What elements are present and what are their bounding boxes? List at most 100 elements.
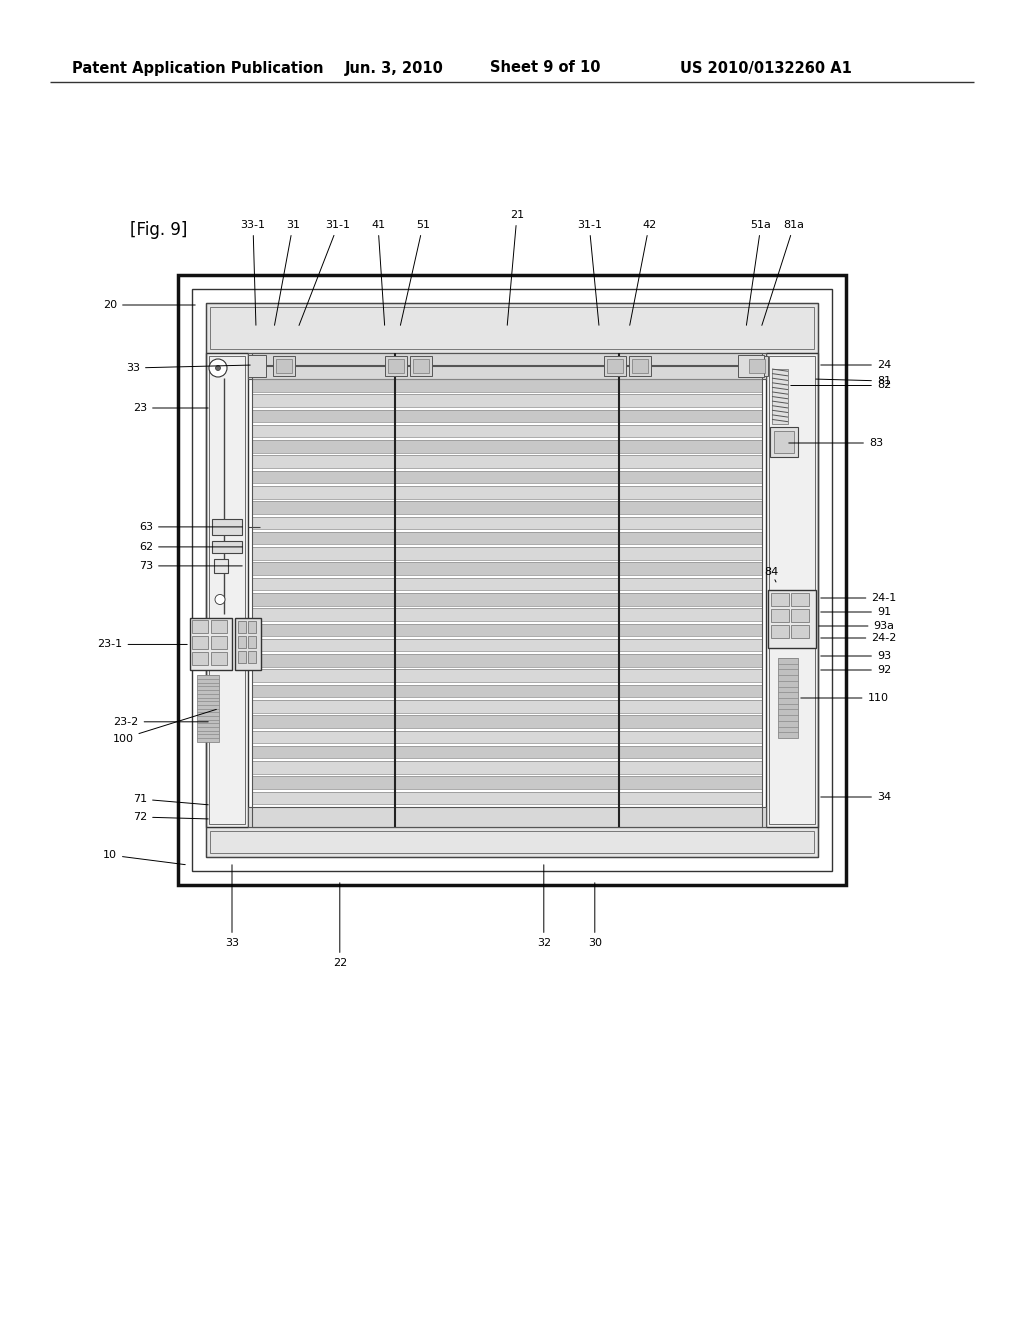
Bar <box>738 355 764 378</box>
Circle shape <box>215 366 220 371</box>
Bar <box>276 359 292 374</box>
Bar <box>211 652 227 665</box>
Bar <box>604 356 627 376</box>
Bar <box>771 624 790 638</box>
Text: 31: 31 <box>274 220 300 325</box>
Bar <box>252 715 762 727</box>
Bar <box>252 440 762 453</box>
Bar <box>252 548 762 560</box>
Bar <box>238 636 246 648</box>
Bar <box>206 304 818 857</box>
Bar <box>252 792 762 804</box>
Text: 93: 93 <box>821 651 891 661</box>
Text: 23: 23 <box>133 403 208 413</box>
Text: 51: 51 <box>400 220 430 325</box>
Bar <box>768 590 816 648</box>
Bar <box>388 359 403 374</box>
Bar <box>206 828 818 857</box>
Bar <box>193 636 208 649</box>
Text: 72: 72 <box>133 812 208 822</box>
Bar <box>252 409 762 422</box>
Text: 10: 10 <box>103 850 185 865</box>
Bar <box>252 609 762 620</box>
Bar <box>771 593 790 606</box>
Bar <box>252 502 762 513</box>
Bar <box>206 352 248 828</box>
Bar <box>238 622 246 634</box>
Bar <box>206 304 818 352</box>
Text: 31-1: 31-1 <box>577 220 602 325</box>
Bar <box>770 426 798 457</box>
Text: 41: 41 <box>371 220 385 325</box>
Bar <box>193 620 208 634</box>
Bar <box>214 558 228 573</box>
Bar <box>413 359 429 374</box>
Text: 33: 33 <box>225 865 239 948</box>
Bar <box>273 356 295 376</box>
Bar <box>252 623 762 636</box>
Text: 34: 34 <box>821 792 891 803</box>
Text: 110: 110 <box>801 693 889 704</box>
Text: 51a: 51a <box>746 220 771 325</box>
Bar <box>248 355 266 378</box>
Bar <box>749 359 765 374</box>
Bar <box>178 275 846 884</box>
Bar <box>197 676 219 742</box>
Bar <box>252 395 762 407</box>
Text: 63: 63 <box>139 521 243 532</box>
Bar <box>248 807 766 828</box>
Text: 33: 33 <box>126 363 250 374</box>
Bar <box>238 652 246 664</box>
Bar <box>252 655 762 667</box>
Text: 73: 73 <box>139 561 243 570</box>
Bar <box>252 578 762 590</box>
Bar <box>766 352 818 828</box>
Bar <box>791 609 809 622</box>
Text: Jun. 3, 2010: Jun. 3, 2010 <box>345 61 443 75</box>
Bar <box>774 432 794 453</box>
Text: 24-2: 24-2 <box>821 634 897 643</box>
Bar <box>210 832 814 853</box>
Text: 81a: 81a <box>762 220 805 325</box>
Bar <box>252 669 762 682</box>
Bar <box>746 356 768 376</box>
Bar <box>193 652 208 665</box>
Text: 92: 92 <box>821 665 891 675</box>
Circle shape <box>209 359 227 378</box>
Bar <box>772 370 788 424</box>
Bar <box>234 619 261 671</box>
Text: 20: 20 <box>103 300 196 310</box>
Text: 83: 83 <box>788 438 883 447</box>
Text: 23-2: 23-2 <box>114 717 208 727</box>
Bar <box>252 379 762 392</box>
Bar <box>252 532 762 544</box>
Text: 91: 91 <box>821 607 891 616</box>
Bar <box>252 425 762 437</box>
Text: 23-1: 23-1 <box>97 639 187 649</box>
Bar <box>248 636 256 648</box>
Bar <box>252 486 762 499</box>
Bar <box>252 352 762 828</box>
Bar <box>209 356 245 824</box>
Bar <box>632 359 648 374</box>
Bar <box>252 455 762 469</box>
Bar <box>385 356 407 376</box>
Text: 22: 22 <box>333 883 347 968</box>
Bar <box>252 593 762 606</box>
Bar <box>252 685 762 697</box>
Bar <box>248 352 766 379</box>
Text: Sheet 9 of 10: Sheet 9 of 10 <box>490 61 600 75</box>
Bar <box>791 624 809 638</box>
Bar <box>252 700 762 713</box>
Text: 42: 42 <box>630 220 656 325</box>
Text: US 2010/0132260 A1: US 2010/0132260 A1 <box>680 61 852 75</box>
Bar <box>211 636 227 649</box>
Bar <box>248 622 256 634</box>
Bar <box>252 562 762 576</box>
Bar <box>791 593 809 606</box>
Bar <box>252 471 762 483</box>
Text: 71: 71 <box>133 795 208 805</box>
Bar <box>769 356 815 824</box>
Bar <box>212 519 242 535</box>
Bar <box>212 541 242 553</box>
